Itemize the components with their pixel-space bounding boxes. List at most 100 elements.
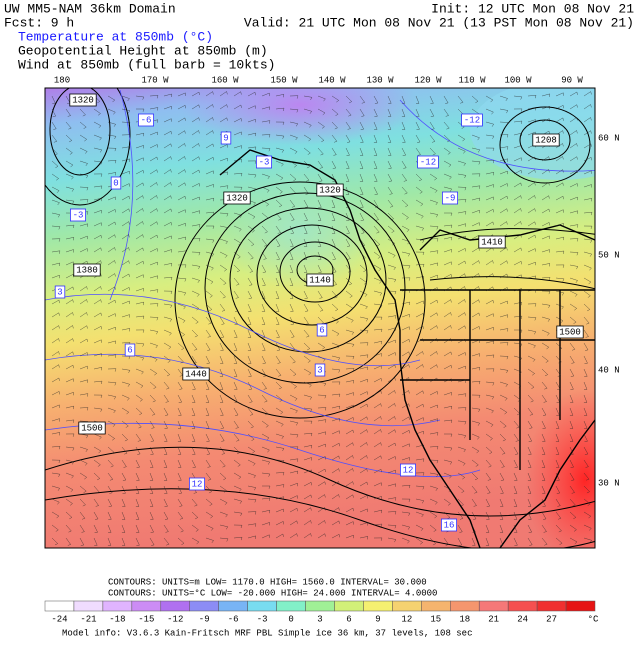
longitude-label: 140 W [318, 75, 346, 85]
contour-label: 16 [440, 518, 457, 532]
contour-labels: 1320 1320 1320 1380 1140 1440 1500 1410 1500 1208… [54, 93, 584, 532]
longitude-label: 120 W [414, 75, 442, 85]
contour-value: 0 [113, 178, 118, 188]
label-box [124, 343, 136, 357]
latitude-label: 40 N [598, 365, 620, 375]
colorbar-label: 12 [401, 614, 412, 624]
contour-value: -12 [420, 157, 436, 167]
contour-value: 12 [192, 479, 203, 489]
colorbar-label: 21 [488, 614, 499, 624]
contour-value: -9 [445, 193, 456, 203]
contour-value: 9 [223, 133, 228, 143]
height-contour-info: CONTOURS: UNITS=m LOW= 1170.0 HIGH= 1560… [108, 577, 427, 587]
contour-value: 1320 [226, 193, 248, 203]
colorbar-swatch [247, 600, 277, 612]
colorbar-swatch [102, 600, 133, 612]
field-label: Temperature at 850mb (°C) [18, 29, 213, 44]
colorbar-label: 3 [317, 614, 322, 624]
contour-value: 1208 [535, 135, 557, 145]
colorbar-swatch [305, 600, 335, 612]
colorbar-label: 6 [346, 614, 351, 624]
contour-label: 1380 [73, 263, 101, 277]
longitude-label: 130 W [366, 75, 394, 85]
longitude-label: 90 W [561, 75, 583, 85]
contour-label: -12 [461, 113, 483, 127]
colorbar-label: -21 [80, 614, 96, 624]
contour-value: 1440 [185, 369, 207, 379]
contour-value: 6 [319, 325, 324, 335]
label-box [70, 208, 87, 222]
colorbar-label: -15 [138, 614, 154, 624]
wind-barb [51, 91, 593, 546]
colorbar-label: -24 [51, 614, 67, 624]
label-box [478, 235, 506, 249]
label-box [316, 323, 328, 337]
contour-label: 12 [399, 463, 416, 477]
contour-value: 1140 [309, 275, 331, 285]
colorbar-swatch [478, 600, 509, 612]
field-label: Wind at 850mb (full barb = 10kts) [18, 57, 275, 72]
colorbar-label: 15 [430, 614, 441, 624]
colorbar-label: -18 [109, 614, 125, 624]
colorbar-label: 18 [459, 614, 470, 624]
label-box [461, 113, 483, 127]
label-box [110, 176, 122, 190]
contour-value: 12 [403, 465, 414, 475]
contour-label: 6 [316, 323, 328, 337]
colorbar-swatch [507, 600, 538, 612]
colorbar-swatch [44, 600, 75, 612]
colorbar-swatch [536, 600, 567, 612]
colorbar-label: 24 [517, 614, 528, 624]
label-box [314, 363, 326, 377]
colorbar-swatch [334, 600, 364, 612]
contour-label: -9 [441, 191, 458, 205]
contour-label: -6 [137, 113, 154, 127]
label-box [137, 113, 154, 127]
contour-value: 6 [127, 345, 132, 355]
temperature-contour-info: CONTOURS: UNITS=°C LOW= -20.000 HIGH= 24… [108, 588, 437, 598]
title: UW MM5-NAM 36km Domain [4, 1, 176, 16]
colorbar-swatch [131, 600, 162, 612]
colorbar-label: -6 [228, 614, 239, 624]
warm-air [525, 390, 595, 548]
contour-value: -3 [259, 157, 270, 167]
cold-air [220, 170, 380, 290]
contour-label: 1500 [556, 325, 584, 339]
contour-label: 3 [54, 285, 66, 299]
wind-barbs [51, 91, 593, 546]
contour-label: 6 [124, 343, 136, 357]
temperature-contours [45, 89, 595, 478]
contour-value: -12 [464, 115, 480, 125]
contour-value: 16 [444, 520, 455, 530]
colorbar-swatch [363, 600, 393, 612]
contour-label: -3 [70, 208, 87, 222]
contour-label: 9 [220, 131, 232, 145]
model-info: Model info: V3.6.3 Kain-Fritsch MRF PBL … [62, 628, 472, 638]
cold-air [180, 88, 420, 145]
contour-value: 1320 [319, 185, 341, 195]
contour-value: -6 [141, 115, 152, 125]
label-box [556, 325, 584, 339]
contour-label: 1500 [78, 421, 106, 435]
graticule-labels: 180 170 W 160 W 150 W 140 W 130 W 120 W 110 W 10… [54, 75, 620, 488]
contour-label: 0 [110, 176, 122, 190]
label-box [223, 191, 251, 205]
longitude-label: 170 W [141, 75, 169, 85]
contour-label: 1320 [223, 191, 251, 205]
contour-value: 1500 [559, 327, 581, 337]
field-label: Geopotential Height at 850mb (m) [18, 43, 268, 58]
label-box [306, 273, 334, 287]
map-frame [44, 87, 596, 549]
contour-value: 1320 [72, 95, 94, 105]
colorbar-swatch [421, 600, 451, 612]
coastline [219, 149, 595, 548]
colorbar-swatch [392, 600, 422, 612]
contour-value: 3 [317, 365, 322, 375]
latitude-label: 50 N [598, 250, 620, 260]
contour-label: 12 [188, 477, 205, 491]
colorbar-label: -3 [257, 614, 268, 624]
colorbar-label: -12 [167, 614, 183, 624]
label-box [188, 477, 205, 491]
longitude-label: 180 [54, 75, 70, 85]
contour-label: 3 [314, 363, 326, 377]
